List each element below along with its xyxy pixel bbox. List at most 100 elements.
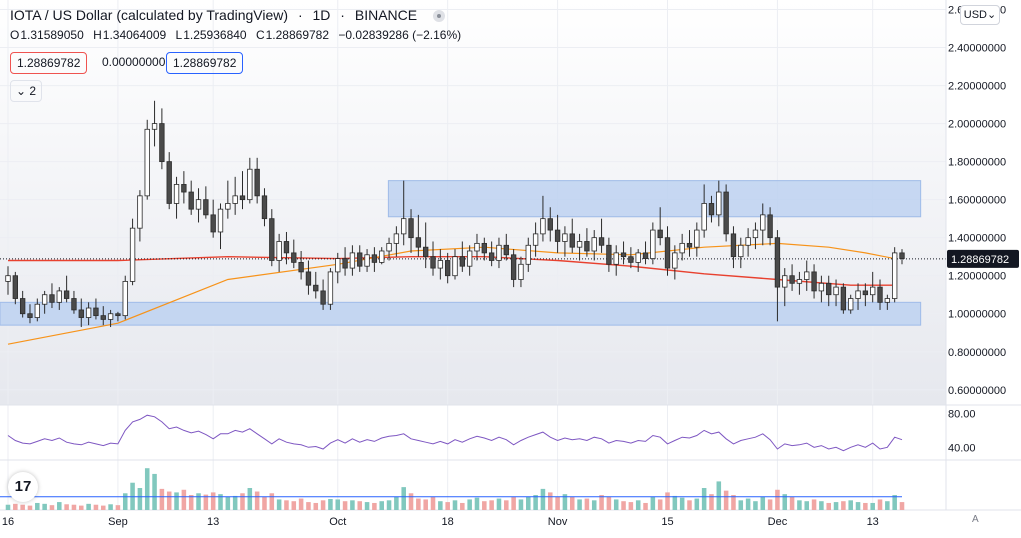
volume-bar xyxy=(100,505,106,510)
candle-body xyxy=(305,271,312,286)
tradingview-logo-icon[interactable]: 17 xyxy=(8,472,38,502)
buy-price-button[interactable]: 1.28869782 xyxy=(166,52,244,74)
candle-body xyxy=(459,256,465,267)
x-tick-label: Dec xyxy=(768,516,788,528)
candle-body xyxy=(63,290,70,299)
volume-bar xyxy=(621,501,626,510)
volume-bar xyxy=(694,498,700,510)
volume-bar xyxy=(526,496,531,510)
candle-body xyxy=(503,244,509,256)
header-separator: · xyxy=(340,7,345,23)
candle-body xyxy=(840,286,847,311)
volume-bar xyxy=(679,497,685,510)
candle-body xyxy=(562,233,568,242)
candle-body xyxy=(613,252,619,265)
change-value: −0.02839286 (−2.16%) xyxy=(338,28,462,42)
volume-bar xyxy=(665,492,670,510)
candle-body xyxy=(239,195,246,201)
candle-body xyxy=(591,237,597,252)
volume-bar xyxy=(262,496,267,510)
volume-bar xyxy=(240,493,245,510)
y-tick-label: 2.20000000 xyxy=(948,81,1006,93)
lower-pane-background xyxy=(0,405,946,510)
candle-body xyxy=(620,252,627,258)
volume-bar xyxy=(254,491,260,510)
volume-bar xyxy=(276,499,282,510)
candle-body xyxy=(540,218,546,235)
volume-bar xyxy=(599,495,604,510)
candle-body xyxy=(283,241,290,254)
header-separator: · xyxy=(297,7,303,23)
candle-body xyxy=(85,307,92,318)
candle-body xyxy=(261,195,268,220)
volume-bar xyxy=(489,500,494,510)
volume-bar xyxy=(643,502,648,510)
volume-bar xyxy=(577,499,582,510)
indicators-toggle-button[interactable]: ⌄ 2 xyxy=(10,80,42,102)
volume-bar xyxy=(518,499,524,510)
ohlc-legend: O1.31589050 H1.34064009 L1.25936840 C1.2… xyxy=(10,28,467,42)
volume-bar xyxy=(606,496,612,510)
candle-body xyxy=(100,315,106,320)
candle-body xyxy=(870,286,876,296)
candle-body xyxy=(71,298,77,311)
candle-body xyxy=(525,244,531,265)
volume-bar xyxy=(635,500,641,510)
candle-body xyxy=(811,271,817,292)
interval-label[interactable]: 1D xyxy=(312,7,331,23)
close-key: C xyxy=(255,28,265,42)
symbol-header[interactable]: IOTA / US Dollar (calculated by TradingV… xyxy=(10,7,445,23)
volume-bar xyxy=(841,501,846,510)
low-key: L xyxy=(175,28,183,42)
volume-bar xyxy=(86,503,91,510)
candle-body xyxy=(782,275,788,288)
candle-body xyxy=(752,229,759,239)
volume-bar xyxy=(789,496,795,510)
volume-bar xyxy=(247,488,253,510)
auto-scale-button[interactable]: A xyxy=(972,514,979,525)
volume-bar xyxy=(877,499,883,510)
volume-bar xyxy=(159,488,165,510)
y-tick-label: 2.00000000 xyxy=(948,119,1006,131)
volume-bar xyxy=(687,500,692,510)
volume-bar xyxy=(401,487,406,510)
symbol-title[interactable]: IOTA / US Dollar (calculated by TradingV… xyxy=(10,7,289,23)
candle-body xyxy=(34,303,40,318)
candle-body xyxy=(276,241,282,261)
x-tick-label: Oct xyxy=(329,516,346,528)
y-tick-label: 0.80000000 xyxy=(948,347,1006,359)
candle-body xyxy=(393,233,400,244)
candle-body xyxy=(892,252,898,299)
sell-price-button[interactable]: 1.28869782 xyxy=(10,52,88,74)
candle-body xyxy=(144,128,150,197)
volume-bar xyxy=(855,502,861,510)
volume-bar xyxy=(42,503,47,510)
candle-body xyxy=(166,161,172,204)
spread-value: 0.00000000 xyxy=(102,55,166,69)
candle-body xyxy=(349,252,356,269)
volume-bar xyxy=(745,498,751,510)
candle-body xyxy=(327,271,334,305)
y-tick-label: 1.40000000 xyxy=(948,233,1006,245)
market-status-icon[interactable] xyxy=(432,10,445,23)
candle-body xyxy=(415,237,422,248)
volume-bar xyxy=(313,502,319,510)
volume-bar xyxy=(57,502,62,510)
volume-bar xyxy=(804,501,810,510)
volume-bar xyxy=(569,496,575,510)
candle-body xyxy=(173,184,180,204)
volume-bar xyxy=(196,493,201,510)
candle-body xyxy=(203,199,209,216)
candle-body xyxy=(664,237,671,269)
currency-select[interactable]: USD⌄ xyxy=(960,5,1000,25)
candle-body xyxy=(371,254,378,263)
y-tick-label: 1.20000000 xyxy=(948,271,1006,283)
rsi-tick-label: 80.00 xyxy=(948,408,976,420)
candle-body xyxy=(386,242,392,252)
candle-body xyxy=(122,281,128,317)
last-price-label: 1.28869782 xyxy=(951,254,1009,266)
volume-bar xyxy=(188,495,194,510)
volume-bar xyxy=(438,501,443,510)
high-value: 1.34064009 xyxy=(102,28,167,42)
